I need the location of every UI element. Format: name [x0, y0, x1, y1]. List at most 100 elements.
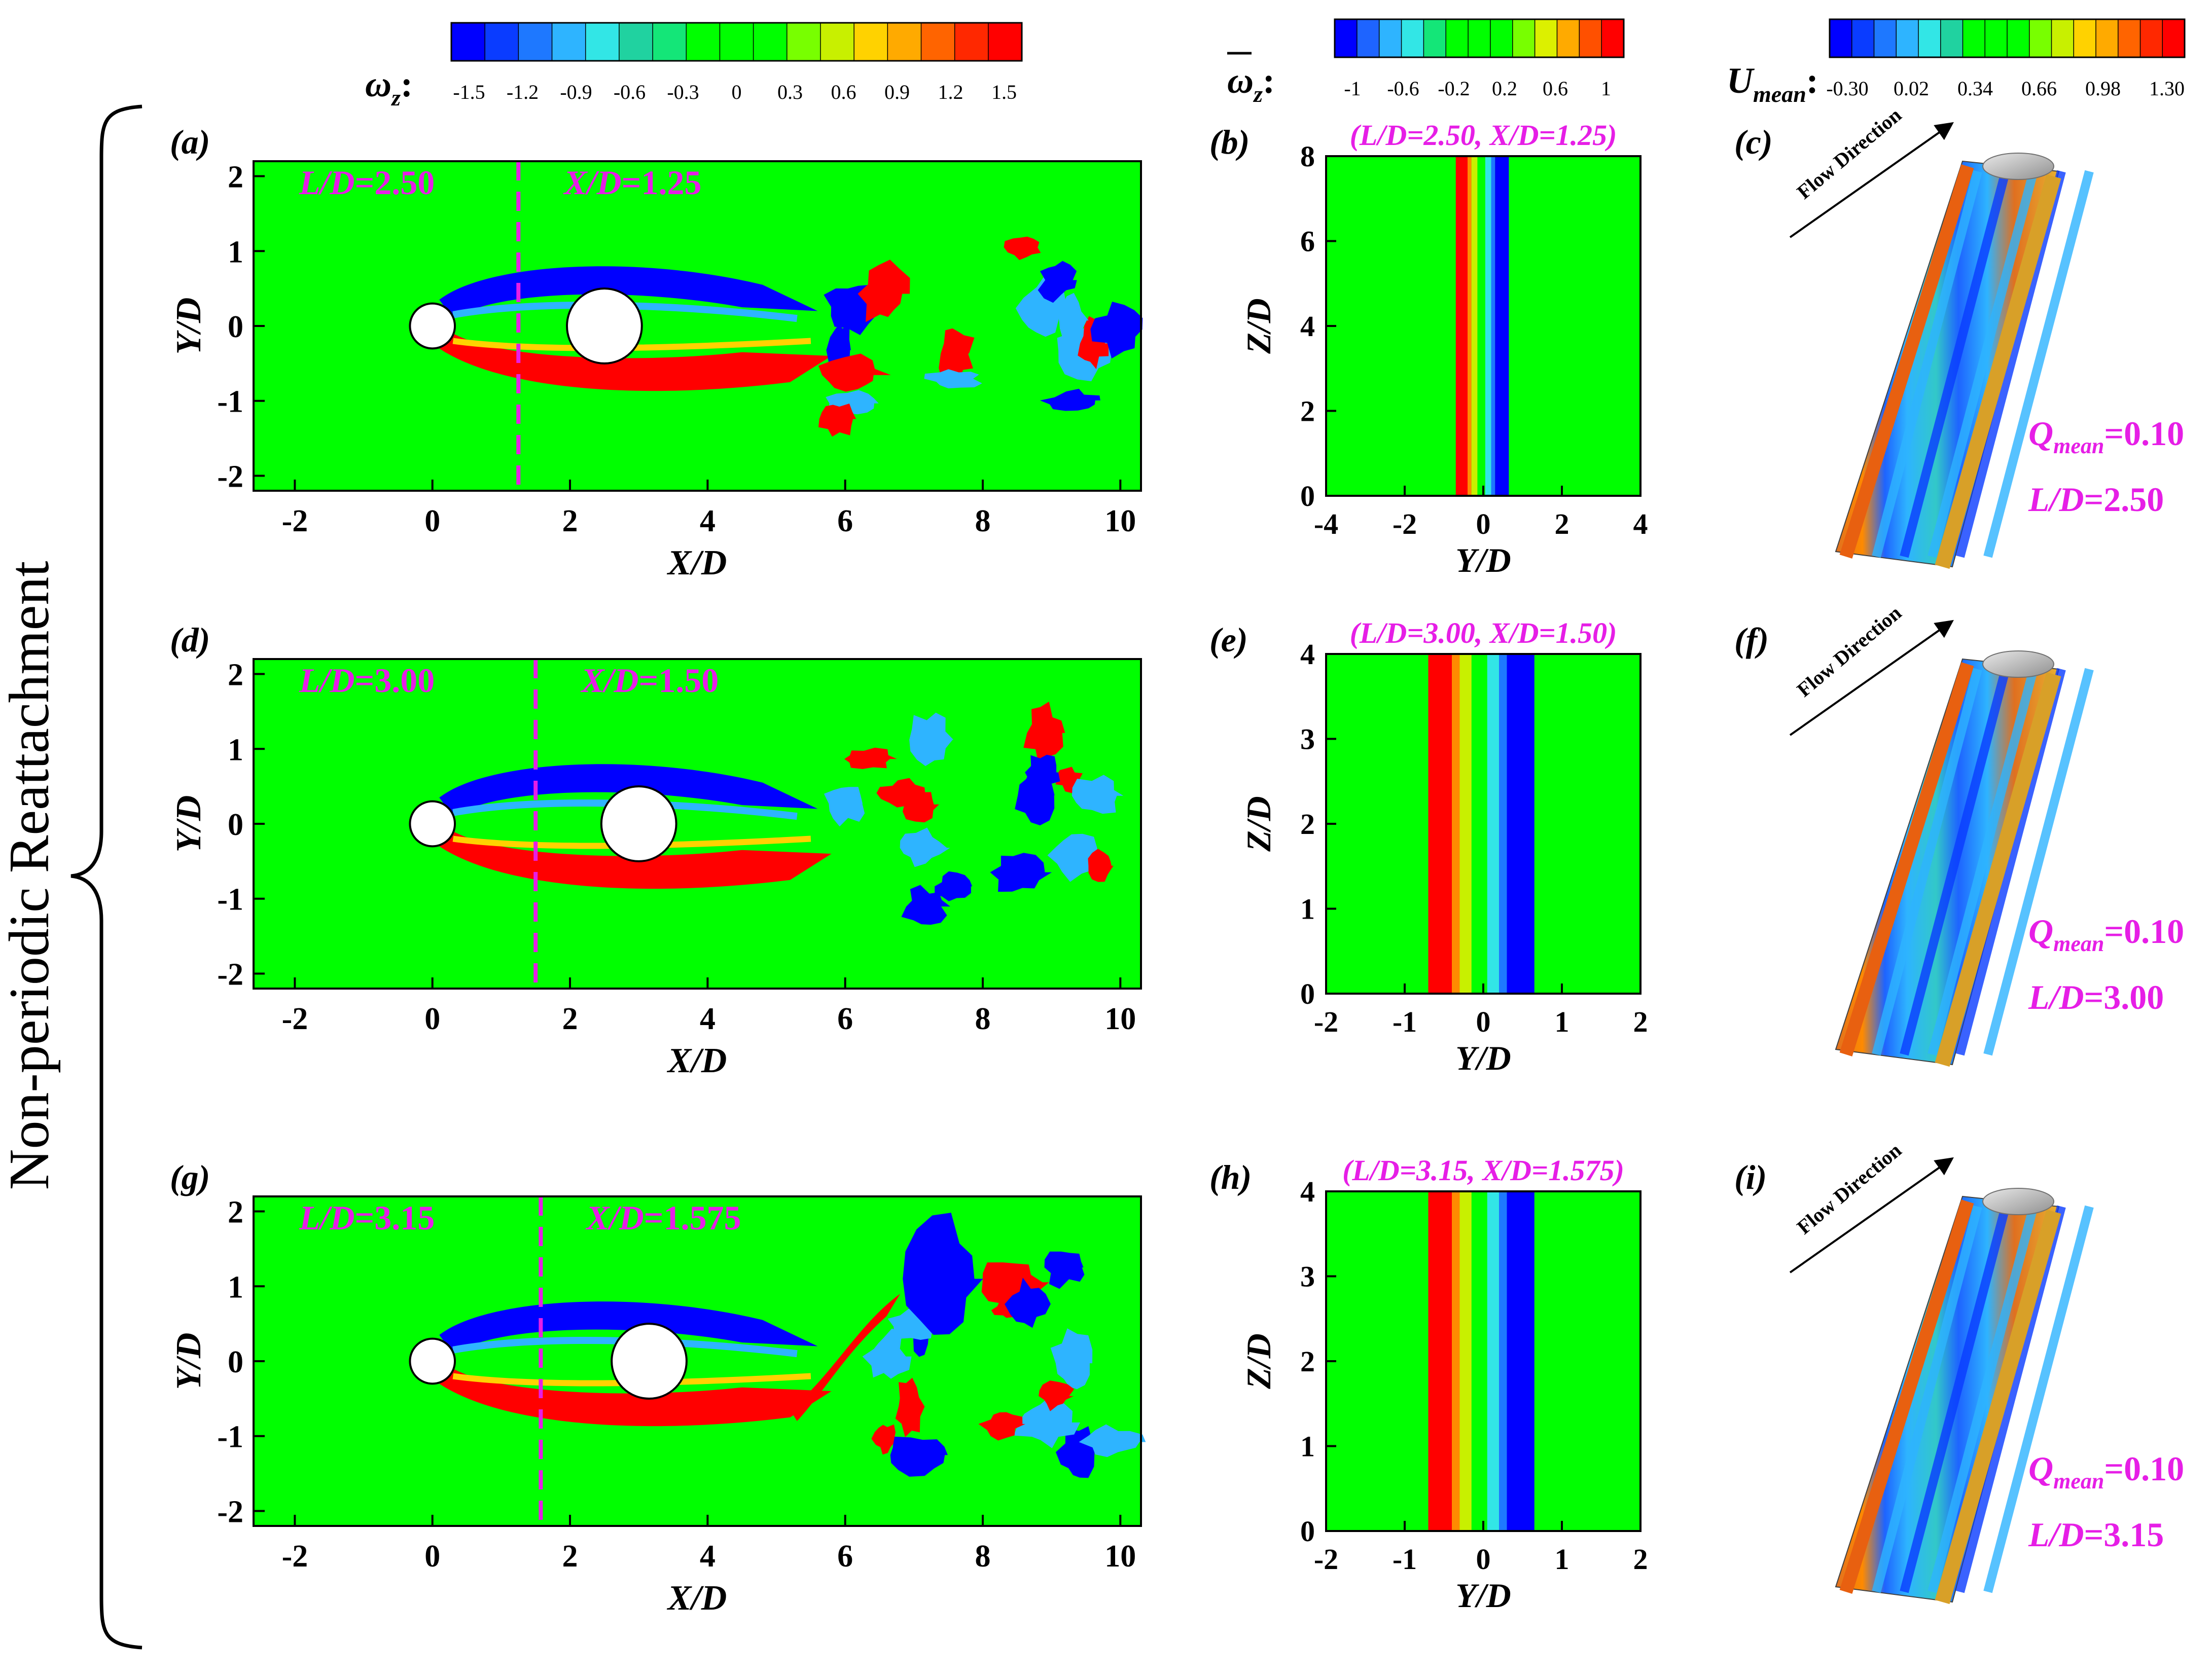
ld-value: =2.50	[355, 163, 435, 202]
y-tick-label: 1	[228, 235, 243, 269]
vortex-column	[1872, 668, 1982, 1056]
x-tick-label: -1	[1393, 1543, 1417, 1576]
vortex-column	[1839, 164, 1974, 559]
y-tick-label: 1	[1300, 893, 1315, 926]
colorbar-label: ωz:	[1227, 60, 1275, 107]
ld-symbol: L/D	[2028, 1515, 2084, 1554]
colorbar-swatch	[1874, 19, 1897, 57]
y-tick-label: 2	[1300, 808, 1315, 841]
x-tick-label: 6	[837, 1539, 853, 1574]
colorbar-swatch	[1357, 19, 1380, 57]
colorbar-label: ωz:	[365, 64, 413, 111]
wake-vortex	[1023, 702, 1065, 767]
colorbar-label-sub: z	[390, 85, 401, 111]
wake-vortex	[818, 404, 857, 437]
colorbar-1: -1.5 -1.2 -0.9 -0.6 -0.3 0 0.3 0.6 0.9 1.2 1.5 ωz:	[365, 22, 1023, 111]
wake-vortex	[900, 827, 950, 867]
wake-vortex	[1055, 293, 1089, 348]
x-tick-label: 0	[1476, 1005, 1491, 1038]
x-tick-label: 6	[837, 1002, 853, 1036]
colorbar-swatch	[2029, 19, 2052, 57]
colorbar-tick-label: -0.3	[667, 81, 699, 103]
cylinder-cap	[1982, 1188, 2054, 1215]
slice-position-label: X/D=1.25	[563, 163, 701, 202]
panel-tag: (e)	[1209, 621, 1247, 659]
downstream-cylinder	[600, 785, 677, 862]
length-ratio-label: L/D=3.15	[2028, 1515, 2164, 1554]
wake-vortex	[1004, 236, 1041, 260]
flow-direction-label: Flow Direction	[1793, 1139, 1906, 1239]
colorbar-tick-label: 0	[732, 81, 742, 103]
y-tick-label: 2	[1300, 395, 1315, 428]
colorbar-swatch	[2162, 19, 2185, 57]
xd-value: =1.25	[622, 163, 702, 202]
x-tick-label: 1	[1555, 1543, 1569, 1576]
colorbar-swatch	[787, 23, 821, 61]
colorbar-swatch	[485, 23, 519, 61]
colorbar-label-colon: :	[401, 64, 413, 104]
panel-tag: (g)	[170, 1158, 210, 1196]
y-tick-label: -2	[217, 459, 243, 494]
x-axis-label: X/D	[667, 1041, 727, 1080]
x-tick-label: -2	[282, 1002, 308, 1036]
y-tick-label: 6	[1300, 225, 1315, 258]
vortex-column	[1900, 1205, 2010, 1593]
upper-shear-layer	[439, 1301, 818, 1354]
vorticity-band	[1491, 156, 1495, 496]
colorbar-swatch	[1335, 19, 1358, 57]
panel-grid: (a)L/D=2.50 X/D=1.25-2 0 2 4 6 8 10210-1-2X/DY/…	[169, 103, 2184, 1618]
colorbar-label-sub: mean	[1753, 81, 1806, 107]
vortex-column	[1983, 668, 2094, 1056]
vortex-column	[1928, 170, 2038, 558]
isosurface-panel: (c) Flow Direction Qmean=0.10 L/D=2.50	[1734, 103, 2184, 569]
y-tick-label: 0	[1300, 480, 1315, 513]
q-criterion-label: Qmean=0.10	[2028, 1449, 2184, 1493]
cylinder-cap	[1982, 153, 2054, 180]
ld-symbol: L/D	[299, 661, 355, 700]
wake-vortex	[903, 791, 939, 823]
x-axis-label: Y/D	[1455, 1039, 1511, 1077]
colorbar-tick-label: 0.98	[2085, 77, 2121, 100]
x-tick-label: 8	[975, 1539, 990, 1574]
y-tick-label: -1	[217, 385, 243, 419]
vorticity-band	[1428, 654, 1452, 994]
colorbar-tick-label: -0.30	[1826, 77, 1868, 100]
colorbar-swatch	[518, 23, 553, 61]
wake-vortex	[895, 1377, 925, 1437]
wake-vortex	[1078, 316, 1109, 370]
panel-tag: (b)	[1209, 123, 1250, 161]
ld-symbol: L/D	[299, 1198, 355, 1237]
x-tick-label: 10	[1104, 504, 1136, 538]
panel-tag: (f)	[1734, 621, 1769, 659]
x-tick-label: 2	[562, 504, 578, 538]
colorbar-swatch	[1985, 19, 2008, 57]
colorbar-tick-label: -0.6	[614, 81, 646, 103]
xd-value: =1.50	[639, 661, 719, 700]
colorbar-tick-label: -0.6	[1387, 77, 1419, 100]
colorbar-swatch	[921, 23, 955, 61]
colorbar-swatch	[1963, 19, 1985, 57]
y-tick-label: -2	[217, 1495, 243, 1529]
colorbars: -1.5 -1.2 -0.9 -0.6 -0.3 0 0.3 0.6 0.9 1.2 1.5ωz: -…	[365, 18, 2186, 111]
y-tick-label: 8	[1300, 140, 1315, 173]
x-tick-label: -4	[1314, 507, 1338, 540]
colorbar-swatch	[1490, 19, 1513, 57]
vortex-column	[1928, 1205, 2038, 1593]
wake-vortex	[1079, 1424, 1146, 1458]
ld-value: =3.00	[355, 661, 435, 700]
colorbar-tick-label: 0.66	[2021, 77, 2057, 100]
wake-vortex	[1040, 388, 1100, 411]
q-value: =0.10	[2104, 912, 2184, 951]
xd-value: =1.575	[644, 1198, 741, 1237]
vorticity-band	[1459, 1191, 1472, 1531]
colorbar-swatch	[619, 23, 653, 61]
wake-vortex	[1005, 1278, 1051, 1328]
colorbar-swatch	[854, 23, 888, 61]
wake-panel: (a)L/D=2.50 X/D=1.25-2 0 2 4 6 8 10210-1-2X/DY/…	[169, 123, 1143, 582]
upstream-cylinder	[409, 1337, 456, 1385]
y-tick-label: 4	[1300, 1175, 1315, 1208]
side-brace	[70, 104, 142, 1650]
x-tick-label: 2	[1633, 1005, 1648, 1038]
wake-vortex	[824, 787, 865, 827]
panel-tag: (a)	[170, 123, 210, 161]
